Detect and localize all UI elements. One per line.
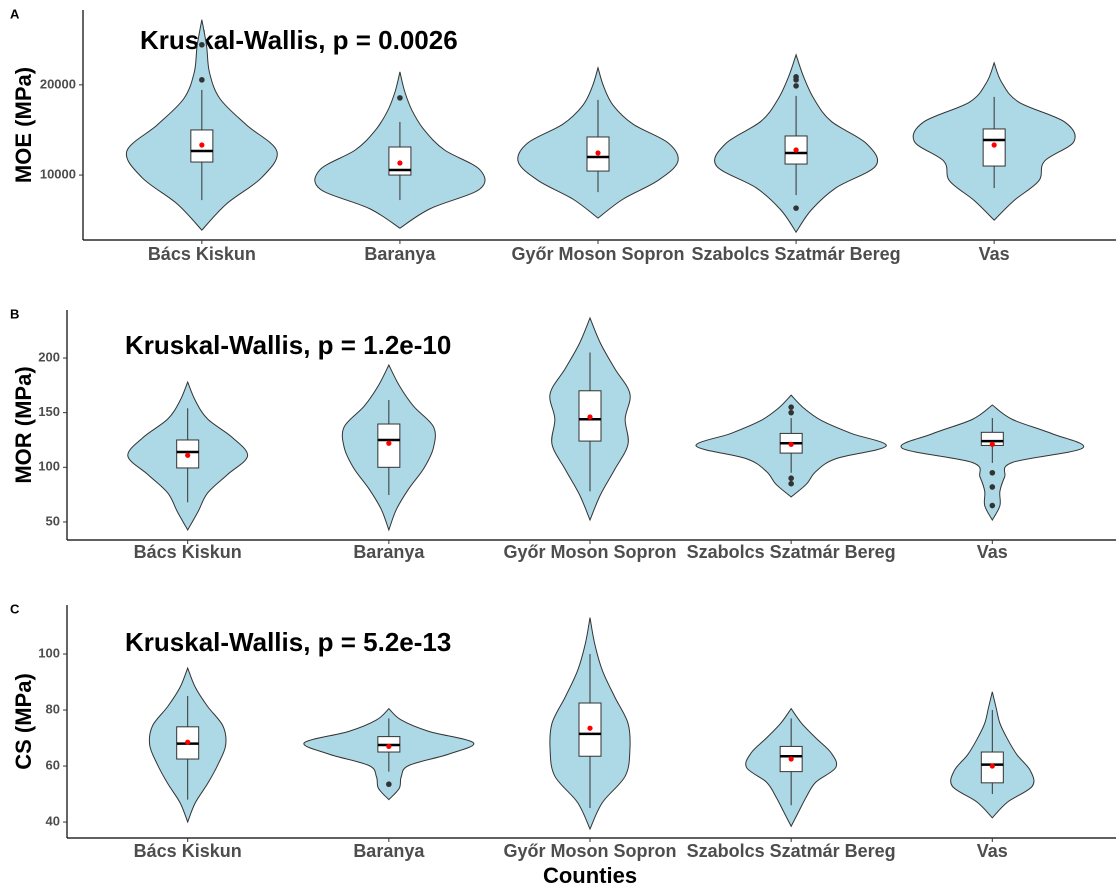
panel-label: C [10, 601, 20, 616]
annotation: Kruskal-Wallis, p = 0.0026 [140, 25, 458, 55]
outlier [788, 404, 794, 410]
outlier [788, 409, 794, 416]
mean [386, 743, 392, 750]
y-tick-label: 40 [46, 813, 60, 828]
mean [397, 160, 403, 166]
mean [386, 440, 392, 446]
outlier [788, 480, 794, 487]
y-tick-label: 100 [38, 459, 60, 474]
panel: 10000 20000 A Kruskal-Wallis, p = 0.0026 MOE… [10, 6, 1116, 264]
outlier [989, 484, 996, 490]
panel-label: A [10, 6, 20, 21]
x-tick-label: Győr Moson Sopron [504, 542, 677, 562]
mean [788, 441, 794, 447]
outlier [793, 77, 799, 83]
x-tick-label: Bács Kiskun [134, 542, 242, 562]
annotation: Kruskal-Wallis, p = 5.2e-13 [125, 627, 451, 657]
x-tick-label: Győr Moson Sopron [512, 244, 685, 264]
y-axis-label: MOR (MPa) [11, 366, 36, 483]
mean [199, 142, 205, 148]
panel-label: B [10, 306, 19, 321]
mean [595, 150, 601, 156]
x-tick-label: Győr Moson Sopron [504, 841, 677, 861]
x-tick-label: Vas [977, 542, 1008, 562]
mean [185, 452, 191, 458]
mean [587, 725, 593, 731]
y-tick-label: 20000 [40, 76, 76, 91]
x-tick-label: Vas [977, 841, 1008, 861]
x-tick-label: Bács Kiskun [134, 841, 242, 861]
outlier [989, 469, 996, 476]
x-tick-label: Baranya [353, 841, 425, 861]
y-tick-label: 60 [46, 757, 60, 772]
outlier [793, 205, 799, 211]
x-tick-label: Baranya [364, 244, 436, 264]
panel: 40 60 80 100 C Kruskal-Wallis, p = 5.2e-13 CS … [10, 601, 1116, 887]
y-tick-label: 50 [46, 513, 60, 528]
mean [185, 739, 191, 745]
x-tick-label: Bács Kiskun [148, 244, 256, 264]
mean [991, 142, 997, 148]
mean [788, 756, 794, 762]
panel: 50 100 150 200 B Kruskal-Wallis, p = 1.2e-10 M… [10, 306, 1116, 562]
outlier [793, 83, 799, 89]
mean [989, 763, 995, 769]
y-tick-label: 80 [46, 701, 60, 716]
x-tick-label: Baranya [353, 542, 425, 562]
outlier [199, 41, 205, 48]
y-tick-label: 10000 [40, 166, 76, 181]
x-tick-label: Szabolcs Szatmár Bereg [687, 542, 896, 562]
y-tick-label: 150 [38, 404, 60, 419]
outlier [397, 95, 403, 101]
y-tick-label: 200 [38, 349, 60, 364]
outlier [989, 502, 996, 509]
x-tick-label: Vas [979, 244, 1010, 264]
annotation: Kruskal-Wallis, p = 1.2e-10 [125, 330, 451, 360]
y-axis-label: MOE (MPa) [11, 67, 36, 183]
outlier [386, 781, 392, 788]
outlier [199, 77, 205, 83]
mean [587, 414, 593, 420]
x-tick-label: Szabolcs Szatmár Bereg [692, 244, 901, 264]
y-axis-label: CS (MPa) [11, 673, 36, 770]
x-tick-label: Szabolcs Szatmár Bereg [687, 841, 896, 861]
outlier [788, 475, 794, 482]
mean [793, 147, 799, 153]
y-tick-label: 100 [38, 645, 60, 660]
mean [989, 441, 995, 447]
x-axis-label: Counties [543, 863, 637, 887]
